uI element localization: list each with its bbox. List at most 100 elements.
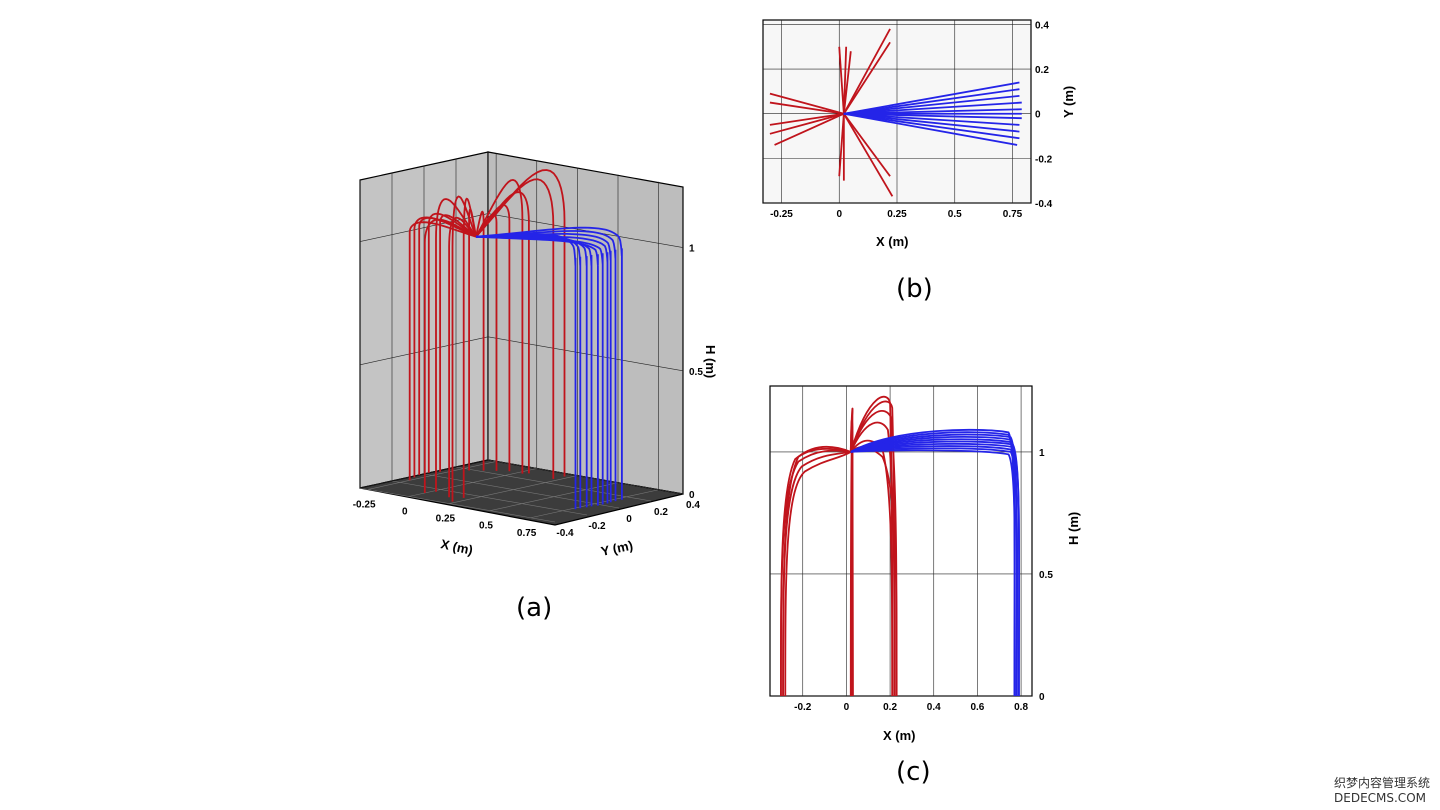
panel-b-red-trajectory (769, 101, 844, 115)
watermark-line2: DEDECMS.COM (1334, 791, 1426, 805)
panel-c-blue-trajectory (850, 442, 1021, 697)
panel-a-ytick: 0.4 (686, 500, 700, 511)
panel-b-xtick: 0.25 (887, 209, 907, 220)
panel-b-blue-trajectory (843, 112, 1018, 146)
panel-a-trajectories (408, 169, 623, 510)
panel-a-blue-trajectory (475, 235, 593, 507)
panel-a-ytick: 0.2 (654, 507, 668, 518)
panel-a-red-trajectory (451, 195, 477, 502)
panel-a-ztick: 0 (689, 490, 695, 501)
panel-b-blue-trajectory (843, 112, 1022, 120)
panel-b-red-trajectory (774, 112, 845, 146)
panel-c-xtick: 0.6 (970, 702, 984, 713)
panel-a-xtick: 0.75 (517, 528, 537, 539)
panel-a-label: (a) (516, 593, 552, 623)
panel-a-xtick: 0 (402, 507, 408, 518)
panel-c-red-trajectory (849, 430, 854, 697)
panel-c-xtick: 0 (844, 702, 850, 713)
panel-a-red-trajectory (475, 169, 566, 477)
panel-b-blue-trajectory (843, 94, 1020, 115)
panel-a-blue-trajectory (475, 226, 623, 500)
panel-b-red-trajectory (838, 113, 845, 177)
panel-b-red-trajectory (769, 112, 844, 126)
panel-c-trajectories (780, 395, 1021, 697)
panel-b-red-trajectory (843, 113, 891, 177)
panel-b-xtick: 0.75 (1003, 209, 1023, 220)
panel-b-blue-trajectory (843, 112, 1020, 126)
panel-a-back-wall (487, 151, 684, 495)
panel-a-red-trajectory (413, 216, 477, 478)
panel-c-red-trajectory (780, 449, 851, 697)
panel-b-xtick: 0.5 (948, 209, 962, 220)
panel-c-label: (c) (896, 757, 931, 787)
panel-b-ytick: -0.4 (1035, 199, 1053, 210)
panel-a-ztick: 0.5 (689, 367, 703, 378)
panel-b-xlabel: X (m) (876, 234, 909, 249)
panel-c-blue-trajectory (850, 449, 1016, 697)
panel-a-blue-trajectory (475, 235, 588, 508)
panel-b-blue-trajectory (843, 88, 1020, 115)
panel-b-blue-trajectory (843, 112, 1020, 140)
panel-a-blue-trajectory (475, 230, 617, 502)
panel-b-red-trajectory (838, 46, 845, 114)
panel-c-red-trajectory (849, 421, 896, 697)
panel-a-blue-trajectory (475, 233, 577, 510)
panel-b-red-trajectory (769, 92, 845, 115)
panel-c-tick-labels: -0.2 0 0.2 0.4 0.6 0.8 0 0.5 1 (794, 448, 1053, 713)
panel-a-red-trajectory (475, 191, 530, 474)
panel-b-red-trajectory (769, 112, 845, 135)
panel-b-blue-trajectory (843, 81, 1020, 115)
panel-a-xtick: -0.25 (353, 499, 376, 510)
panel-c-blue-trajectory (850, 447, 1018, 697)
panel-a-floor-grid (359, 487, 556, 523)
panel-b-ytick: 0.4 (1035, 20, 1049, 31)
panel-c-ytick: 0 (1039, 692, 1045, 703)
panel-b-tick-labels: -0.25 0 0.25 0.5 0.75 -0.4 -0.2 0 0.2 0.4 (770, 20, 1053, 220)
panel-b-red-trajectory (843, 41, 891, 115)
panel-a-ytick: 0 (626, 514, 632, 525)
panel-c-xtick: 0.2 (883, 702, 897, 713)
panel-a-red-trajectory (475, 178, 555, 479)
panel-b-blue-trajectory (843, 101, 1022, 115)
panel-a-xlabel: X (m) (439, 536, 474, 557)
panel-a-blue-trajectory (475, 235, 599, 506)
panel-b-top-view: -0.25 0 0.25 0.5 0.75 -0.4 -0.2 0 0.2 0.4 X (m) Y… (762, 19, 1076, 304)
panel-a-blue-trajectory (475, 234, 582, 509)
panel-a-xtick: 0.25 (436, 514, 456, 525)
panel-c-xlabel: X (m) (883, 728, 916, 743)
panel-a-red-trajectory (475, 204, 511, 472)
panel-c-red-trajectory (782, 451, 851, 697)
panel-c-xtick: -0.2 (794, 702, 812, 713)
panel-b-ylabel: Y (m) (1061, 86, 1076, 118)
panel-a-red-trajectory (448, 216, 477, 498)
panel-a-ytick: -0.4 (556, 528, 574, 539)
panel-c-ylabel: H (m) (1066, 512, 1081, 545)
panel-b-xtick: -0.25 (770, 209, 793, 220)
panel-b-red-trajectory (843, 113, 894, 197)
watermark-line1: 织梦内容管理系统 (1334, 775, 1430, 790)
panel-a-red-trajectory (408, 221, 477, 481)
panel-b-grid (763, 20, 1031, 204)
panel-a-red-trajectory (435, 198, 477, 492)
panel-c-side-view: -0.2 0 0.2 0.4 0.6 0.8 0 0.5 1 X (m) H (m) (c) (769, 385, 1081, 787)
panel-a-xtick: 0.5 (479, 521, 493, 532)
panel-a-red-trajectory (423, 218, 477, 493)
panel-c-xtick: 0.4 (927, 702, 941, 713)
panel-c-red-trajectory (850, 439, 894, 697)
panel-a-ylabel: Y (m) (600, 538, 635, 559)
panel-a-red-trajectory (462, 197, 477, 498)
panel-b-red-trajectory (843, 28, 891, 115)
panel-b-ytick: 0.2 (1035, 65, 1049, 76)
panel-a-zlabel: H (m) (703, 345, 718, 378)
panel-b-red-trajectory (842, 51, 852, 114)
panel-b-ytick: 0 (1035, 110, 1041, 121)
panel-a-ztick: 1 (689, 244, 695, 255)
panel-a-backwall-hgrid (487, 459, 684, 495)
panel-b-blue-trajectory (843, 112, 1020, 133)
panel-c-red-trajectory (849, 419, 854, 697)
panel-a-red-trajectory (439, 214, 477, 472)
panel-b-ytick: -0.2 (1035, 154, 1053, 165)
panel-c-ytick: 1 (1039, 448, 1045, 459)
